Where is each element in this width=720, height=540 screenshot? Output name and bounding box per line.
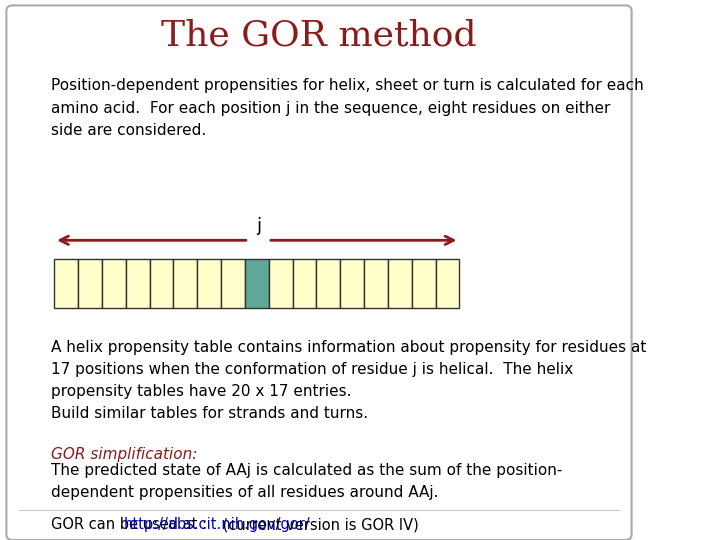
Bar (221, 259, 245, 308)
Text: (current version is GOR IV): (current version is GOR IV) (218, 517, 419, 532)
Bar (316, 259, 340, 308)
Text: j: j (256, 217, 261, 235)
Bar (78, 259, 102, 308)
Bar (340, 259, 364, 308)
Bar (197, 259, 221, 308)
Bar (412, 259, 436, 308)
Bar (269, 259, 292, 308)
Bar (388, 259, 412, 308)
Text: The predicted state of AAj is calculated as the sum of the position-
dependent p: The predicted state of AAj is calculated… (51, 463, 562, 500)
Bar (102, 259, 126, 308)
Text: The GOR method: The GOR method (161, 18, 477, 52)
Bar (245, 259, 269, 308)
Text: GOR simplification:: GOR simplification: (51, 447, 197, 462)
Bar (292, 259, 316, 308)
Bar (150, 259, 174, 308)
Text: A helix propensity table contains information about propensity for residues at
1: A helix propensity table contains inform… (51, 340, 647, 422)
FancyBboxPatch shape (6, 5, 631, 540)
Bar (126, 259, 150, 308)
Text: Position-dependent propensities for helix, sheet or turn is calculated for each
: Position-dependent propensities for heli… (51, 78, 644, 138)
Bar (174, 259, 197, 308)
Text: GOR can be used at :: GOR can be used at : (51, 517, 212, 532)
Bar (54, 259, 78, 308)
Bar (436, 259, 459, 308)
Bar (364, 259, 388, 308)
Text: http://abs.cit.nih.gov/gor/: http://abs.cit.nih.gov/gor/ (124, 517, 311, 532)
